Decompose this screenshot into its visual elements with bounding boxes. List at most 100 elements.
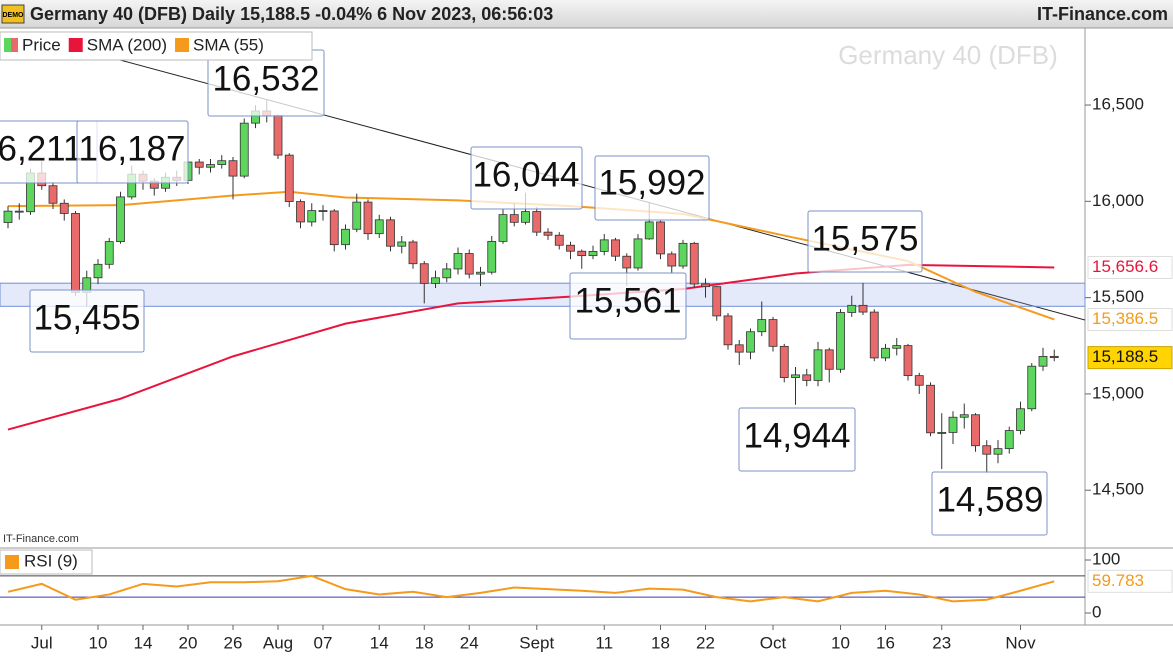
candle-body: [408, 241, 418, 265]
candle-body: [453, 253, 463, 270]
badge: [1, 4, 25, 24]
candle-body: [993, 448, 1003, 455]
annotation-box: [76, 120, 189, 184]
candle-body: [397, 241, 407, 247]
annotation-box: [931, 471, 1048, 536]
candle-body: [59, 202, 69, 214]
candle-body: [509, 214, 519, 223]
x-tick-label: Oct: [760, 633, 787, 652]
legend-label: Price: [22, 35, 61, 54]
candle-body: [926, 384, 935, 434]
annotation-box: [470, 146, 583, 210]
x-tick-label: Jul: [31, 633, 53, 652]
candle-body: [791, 374, 800, 378]
annotation-box: [569, 272, 687, 340]
annotation-label: 16,532: [212, 59, 319, 98]
x-tick-label: 10: [89, 633, 108, 652]
candle-body: [948, 416, 958, 433]
candle-body: [532, 211, 542, 233]
candle-body: [678, 242, 688, 267]
candle-body: [296, 201, 305, 223]
annotation-label: 6,211: [0, 129, 83, 168]
annotation-box: [738, 407, 856, 472]
legend-swatch: [68, 38, 83, 52]
last-value-label: 15,386.5: [1092, 309, 1158, 328]
rsi-legend-label: RSI (9): [24, 551, 78, 570]
candle-body: [217, 160, 227, 165]
candle-body: [1038, 355, 1048, 367]
candle-body: [543, 231, 553, 236]
candle-body: [206, 164, 215, 168]
candle-body: [712, 286, 722, 317]
support-zone: [0, 282, 1085, 307]
candle-body: [341, 228, 350, 246]
candle-body: [498, 214, 508, 242]
candle-body: [352, 201, 362, 230]
x-tick-label: 16: [876, 633, 895, 652]
x-tick-label: 10: [831, 633, 850, 652]
candle-body: [521, 211, 530, 223]
legend-swatch: [4, 38, 11, 52]
candle-body: [1049, 355, 1059, 359]
chart-title: Germany 40 (DFB) Daily 15,188.5 -0.04% 6…: [30, 4, 553, 24]
candle-body: [48, 185, 58, 204]
legend-swatch: [5, 555, 19, 569]
candle-body: [982, 445, 992, 455]
x-tick-label: Aug: [263, 633, 293, 652]
legend-swatch: [175, 38, 190, 52]
y-tick-label: 15,000: [1092, 383, 1144, 402]
annotation-label: 16,044: [472, 155, 579, 194]
x-tick-label: 23: [932, 633, 951, 652]
x-tick-label: Sept: [519, 633, 554, 652]
candle-body: [599, 239, 609, 252]
candle-body: [869, 311, 879, 359]
candle-body: [701, 283, 710, 288]
y-tick-label: 15,500: [1092, 287, 1144, 306]
legend-bg: [0, 31, 313, 61]
last-value-label: 15,656.6: [1092, 257, 1158, 276]
badge-text: DEMO: [3, 12, 25, 19]
candle-body: [836, 312, 845, 370]
rsi-tick-label: 100: [1092, 549, 1120, 568]
candle-body: [633, 238, 643, 269]
last-value-tag: [1087, 307, 1173, 331]
candle-body: [824, 349, 834, 370]
candle-body: [858, 304, 868, 313]
candle-body: [14, 210, 24, 213]
candle-body: [611, 239, 620, 257]
x-tick-label: 20: [179, 633, 198, 652]
candle-body: [588, 251, 598, 257]
candle-body: [937, 432, 947, 434]
candle-body: [273, 115, 283, 156]
candle-body: [239, 122, 249, 177]
candle-body: [419, 263, 429, 284]
candle-body: [307, 210, 317, 223]
legend-label: SMA (200): [87, 35, 167, 54]
x-tick-label: 14: [134, 633, 153, 652]
candle-body: [442, 268, 452, 279]
x-tick-label: 18: [651, 633, 670, 652]
site-name: IT-Finance.com: [1037, 4, 1168, 24]
overlay: 15,656.6 15,386.5 15,188.5 59.783: [1087, 255, 1173, 593]
candle-body: [93, 263, 103, 279]
annotation-box: [594, 155, 710, 221]
candle-body: [667, 253, 677, 267]
candle-body: [228, 160, 238, 177]
candle-body: [802, 374, 812, 381]
last-value-label: 15,188.5: [1092, 347, 1158, 366]
source-label: IT-Finance.com: [3, 533, 79, 545]
candle-body: [746, 331, 755, 353]
candle-body: [757, 319, 767, 333]
last-value-tag: [1087, 569, 1173, 593]
candle-body: [329, 210, 339, 246]
candle-body: [779, 345, 789, 378]
candle-body: [689, 242, 699, 285]
candle-body: [487, 240, 497, 273]
candle-body: [554, 234, 564, 246]
candle-body: [959, 414, 969, 418]
candle-body: [622, 255, 632, 269]
rsi-area: [0, 574, 1085, 603]
annotation-label: 15,992: [598, 163, 705, 202]
